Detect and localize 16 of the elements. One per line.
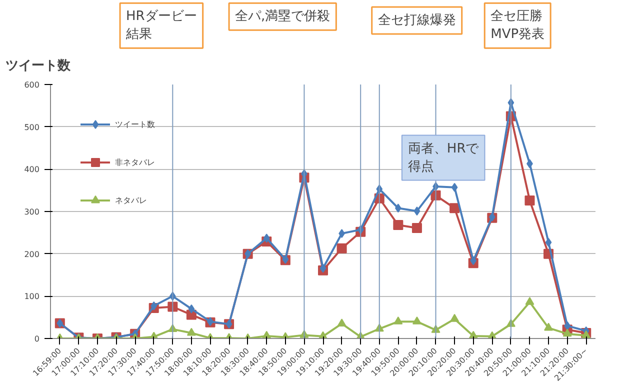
text: 全パ,満塁で併殺 — [235, 9, 330, 24]
y-axis-title: ツイート数 — [6, 58, 72, 74]
y-tick-label: 100 — [24, 292, 40, 302]
text: HRダービー結果 — [125, 9, 197, 42]
y-tick-label: 0 — [34, 334, 40, 344]
y-tick-label: 500 — [24, 122, 40, 132]
legend-label: 非ネタバレ — [115, 156, 155, 168]
annotation: 両者、HRで得点 — [408, 141, 480, 174]
text: 全セ打線爆発 — [378, 13, 456, 28]
y-tick-label: 400 — [24, 165, 40, 174]
text: 全セ圧勝MVP発表 — [490, 9, 545, 42]
legend-label: ネタバレ — [115, 194, 147, 206]
y-tick-label: 300 — [24, 208, 40, 216]
y-tick-label: 200 — [24, 250, 40, 259]
y-tick-label: 600 — [24, 80, 40, 90]
legend-label: ツイート数 — [115, 118, 155, 130]
